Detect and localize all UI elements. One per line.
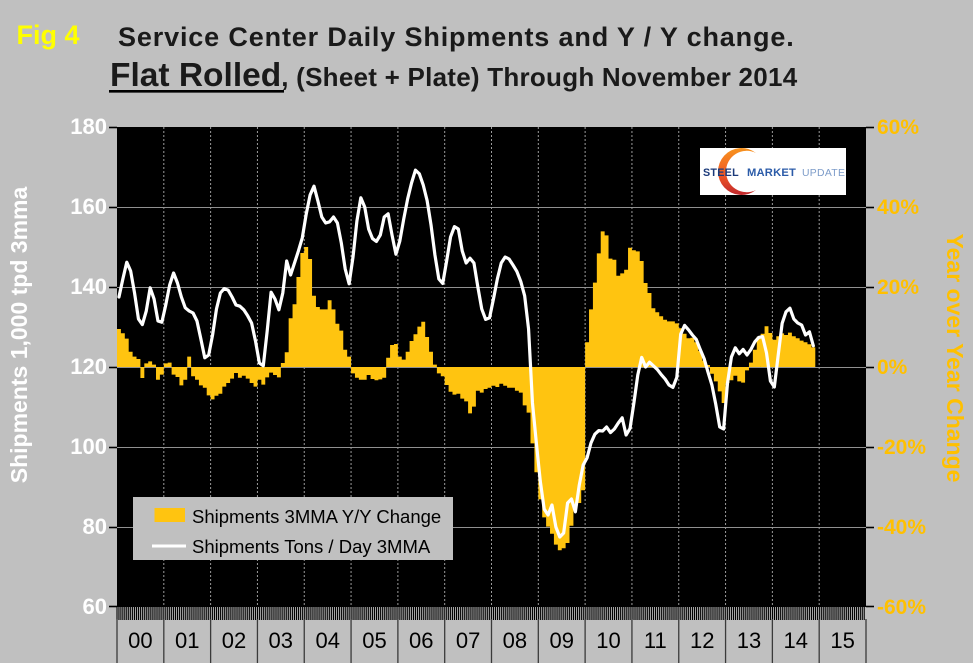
svg-text:-60%: -60% <box>877 596 926 619</box>
svg-text:Service Center Daily Shipments: Service Center Daily Shipments and Y / Y… <box>118 22 795 52</box>
svg-text:0%: 0% <box>877 356 908 379</box>
svg-text:Shipments 1,000 tpd 3mma: Shipments 1,000 tpd 3mma <box>6 187 32 484</box>
svg-text:Fig 4: Fig 4 <box>16 20 79 50</box>
svg-text:01: 01 <box>175 628 199 653</box>
svg-text:Shipments 3MMA Y/Y Change: Shipments 3MMA Y/Y Change <box>192 506 441 527</box>
svg-text:02: 02 <box>222 628 246 653</box>
svg-text:06: 06 <box>409 628 433 653</box>
svg-text:Shipments Tons / Day 3MMA: Shipments Tons / Day 3MMA <box>192 536 431 557</box>
svg-text:160: 160 <box>70 194 107 219</box>
svg-text:04: 04 <box>315 628 339 653</box>
svg-text:Year over Year Change: Year over Year Change <box>942 234 968 483</box>
svg-text:80: 80 <box>83 514 107 539</box>
svg-text:12: 12 <box>690 628 714 653</box>
svg-text:60: 60 <box>83 594 107 619</box>
svg-text:40%: 40% <box>877 196 919 219</box>
svg-text:60%: 60% <box>877 116 919 139</box>
svg-text:-40%: -40% <box>877 516 926 539</box>
svg-text:09: 09 <box>549 628 573 653</box>
svg-text:13: 13 <box>737 628 761 653</box>
svg-text:100: 100 <box>70 434 107 459</box>
svg-text:MARKET: MARKET <box>747 167 796 179</box>
svg-text:180: 180 <box>70 114 107 139</box>
svg-text:08: 08 <box>503 628 527 653</box>
svg-text:Flat Rolled, (Sheet + Plate) T: Flat Rolled, (Sheet + Plate) Through Nov… <box>110 57 798 94</box>
svg-text:03: 03 <box>269 628 293 653</box>
svg-text:20%: 20% <box>877 276 919 299</box>
svg-text:10: 10 <box>596 628 620 653</box>
svg-text:-20%: -20% <box>877 436 926 459</box>
svg-text:00: 00 <box>128 628 152 653</box>
svg-text:15: 15 <box>830 628 854 653</box>
svg-text:07: 07 <box>456 628 480 653</box>
svg-text:14: 14 <box>784 628 808 653</box>
svg-text:UPDATE: UPDATE <box>802 168 845 179</box>
svg-text:STEEL: STEEL <box>703 167 739 179</box>
svg-text:05: 05 <box>362 628 386 653</box>
svg-text:11: 11 <box>644 628 667 653</box>
svg-text:140: 140 <box>70 274 107 299</box>
svg-text:120: 120 <box>70 354 107 379</box>
